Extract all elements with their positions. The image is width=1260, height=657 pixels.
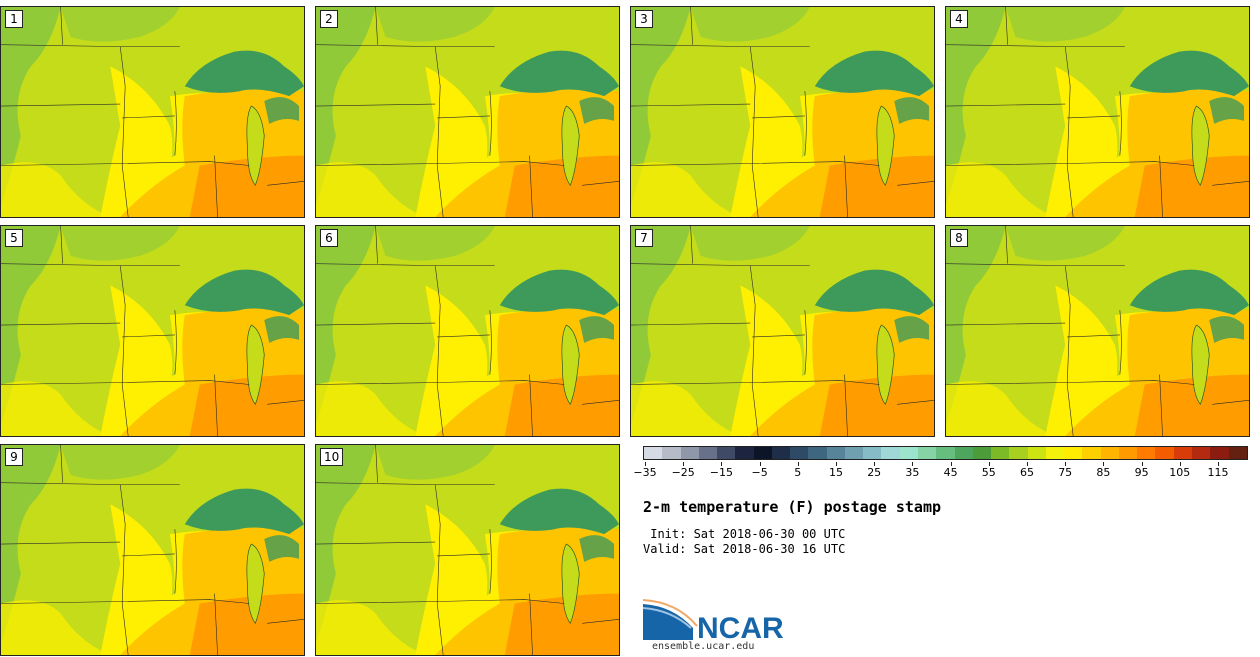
temperature-map	[316, 7, 619, 217]
colorbar-swatch	[1100, 447, 1119, 459]
colorbar-swatch	[1045, 447, 1065, 459]
colorbar-tick-label: 45	[943, 466, 958, 479]
colorbar-swatch	[1137, 447, 1156, 459]
colorbar-swatch	[1155, 447, 1174, 459]
temperature-map	[631, 226, 934, 436]
colorbar-swatch	[808, 447, 827, 459]
stamp-number: 10	[320, 448, 344, 466]
temperature-map	[946, 7, 1249, 217]
postage-stamp-map: 8	[945, 225, 1250, 437]
colorbar-swatch	[1009, 447, 1028, 459]
colorbar-tick-label: −35	[633, 466, 657, 479]
colorbar-swatch	[972, 447, 992, 459]
colorbar-swatch	[1191, 447, 1211, 459]
colorbar-tick-label: 95	[1134, 466, 1149, 479]
postage-stamp-map: 2	[315, 6, 620, 218]
colorbar-swatch	[1118, 447, 1138, 459]
colorbar-swatch	[881, 447, 900, 459]
colorbar-swatch	[698, 447, 718, 459]
logo-url: ensemble.ucar.edu	[652, 641, 755, 652]
colorbar-swatch	[680, 447, 699, 459]
colorbar-tick-label: 55	[981, 466, 996, 479]
postage-stamp-map: 9	[0, 444, 305, 656]
temperature-map	[1, 7, 304, 217]
svg-text:NCAR: NCAR	[697, 612, 784, 645]
valid-time: Valid: Sat 2018-06-30 16 UTC	[643, 542, 846, 556]
stamp-number: 6	[320, 229, 338, 247]
colorbar-swatch	[1228, 447, 1247, 459]
colorbar-tick-label: 25	[867, 466, 882, 479]
postage-stamp-map: 6	[315, 225, 620, 437]
postage-stamp-map: 7	[630, 225, 935, 437]
colorbar-swatch	[863, 447, 882, 459]
colorbar-tick-labels: −35 −25 −15 −5 5 15 25 35 45 55 65 75 85 95 105 115	[633, 462, 1248, 482]
temperature-colorbar	[643, 446, 1248, 460]
colorbar-swatch	[662, 447, 681, 459]
temperature-map	[316, 445, 619, 655]
colorbar-swatch	[917, 447, 937, 459]
colorbar-tick-label: 65	[1020, 466, 1034, 479]
colorbar-swatch	[991, 447, 1010, 459]
stamp-number: 9	[5, 448, 23, 466]
colorbar-swatch	[717, 447, 736, 459]
colorbar-swatch	[826, 447, 845, 459]
colorbar-swatch	[899, 447, 918, 459]
stamp-number: 5	[5, 229, 23, 247]
stamp-number: 2	[320, 10, 338, 28]
colorbar-swatch	[1082, 447, 1101, 459]
stamp-number: 4	[950, 10, 968, 28]
postage-stamp-map: 5	[0, 225, 305, 437]
colorbar-swatch	[771, 447, 791, 459]
colorbar-tick-label: 75	[1058, 466, 1073, 479]
colorbar-swatch	[1173, 447, 1192, 459]
postage-stamp-map: 1	[0, 6, 305, 218]
colorbar-tick-label: 115	[1207, 466, 1229, 479]
colorbar-tick-label: 5	[794, 466, 802, 479]
temperature-map	[631, 7, 934, 217]
colorbar-tick-label: 85	[1096, 466, 1111, 479]
colorbar-swatch	[1064, 447, 1083, 459]
temperature-map	[1, 226, 304, 436]
colorbar-tick-label: 15	[829, 466, 843, 479]
stamp-number: 1	[5, 10, 23, 28]
colorbar-tick-label: 35	[905, 466, 920, 479]
colorbar-swatch	[1210, 447, 1229, 459]
init-time: Init: Sat 2018-06-30 00 UTC	[643, 527, 846, 541]
temperature-map	[316, 226, 619, 436]
colorbar-swatch	[1027, 447, 1046, 459]
colorbar-swatch	[753, 447, 772, 459]
colorbar-tick-label: −5	[751, 466, 768, 479]
temperature-map	[946, 226, 1249, 436]
stamp-number: 3	[635, 10, 653, 28]
temperature-map	[1, 445, 304, 655]
postage-stamp-map: 4	[945, 6, 1250, 218]
colorbar-swatch	[735, 447, 754, 459]
figure-title: 2-m temperature (F) postage stamp	[643, 498, 942, 516]
postage-stamp-map: 3	[630, 6, 935, 218]
postage-stamp-map: 10	[315, 444, 620, 656]
colorbar-swatch	[790, 447, 809, 459]
colorbar-tick-label: 105	[1169, 466, 1191, 479]
stamp-number: 7	[635, 229, 653, 247]
colorbar-swatch	[936, 447, 955, 459]
colorbar-swatch	[844, 447, 864, 459]
colorbar-tick-label: −15	[709, 466, 733, 479]
colorbar-swatch	[644, 447, 663, 459]
ncar-logo: NCAR	[643, 599, 784, 645]
colorbar-swatch	[954, 447, 973, 459]
stamp-number: 8	[950, 229, 968, 247]
colorbar-tick-label: −25	[671, 466, 695, 479]
